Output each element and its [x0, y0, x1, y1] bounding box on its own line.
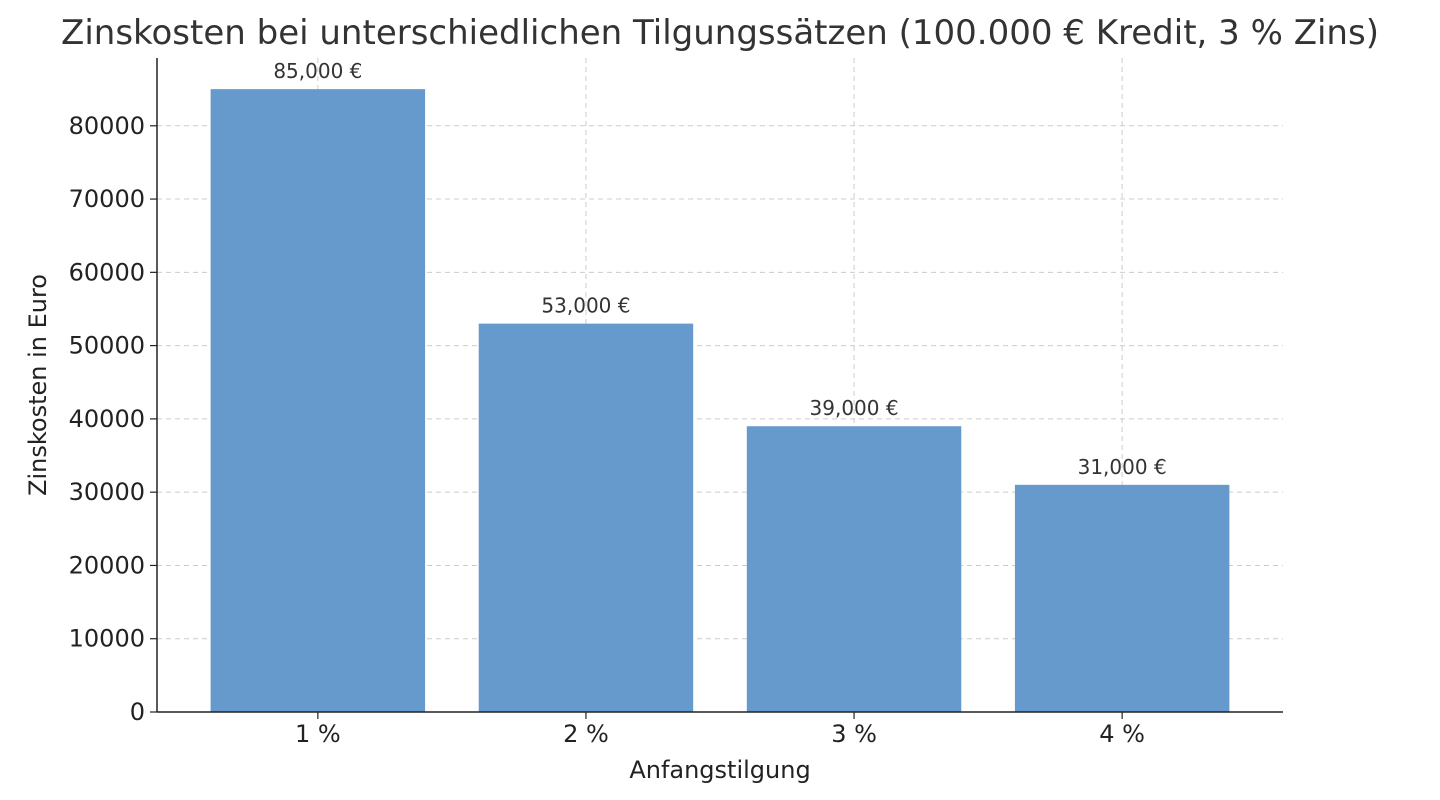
y-tick-label: 50000	[69, 332, 145, 360]
data-labels: 85,000 € 53,000 € 39,000 € 31,000 €	[273, 59, 1166, 479]
y-tick-label: 10000	[69, 625, 145, 653]
y-tick-label: 30000	[69, 478, 145, 506]
y-axis-label: Zinskosten in Euro	[24, 274, 52, 496]
chart-title: Zinskosten bei unterschiedlichen Tilgung…	[61, 13, 1379, 53]
x-tick-label: 2 %	[563, 720, 609, 748]
data-label: 31,000 €	[1078, 455, 1167, 479]
y-tick-label: 80000	[69, 112, 145, 140]
y-tick-label: 60000	[69, 258, 145, 286]
x-tick-label: 3 %	[831, 720, 877, 748]
bar	[1014, 484, 1230, 712]
y-tick-label: 20000	[69, 551, 145, 579]
bars	[210, 89, 1230, 712]
bar	[210, 89, 426, 712]
data-label: 53,000 €	[541, 294, 630, 318]
axes: 0 10000 20000 30000 40000 50000 60000 70000 8000…	[69, 58, 1283, 748]
data-label: 85,000 €	[273, 59, 362, 83]
x-tick-label: 1 %	[295, 720, 341, 748]
x-tick-label: 4 %	[1099, 720, 1145, 748]
x-axis-label: Anfangstilgung	[629, 756, 810, 784]
y-tick-label: 40000	[69, 405, 145, 433]
bar	[746, 426, 962, 712]
y-tick-label: 0	[130, 698, 145, 726]
data-label: 39,000 €	[810, 396, 899, 420]
y-tick-label: 70000	[69, 185, 145, 213]
bar	[478, 323, 694, 712]
